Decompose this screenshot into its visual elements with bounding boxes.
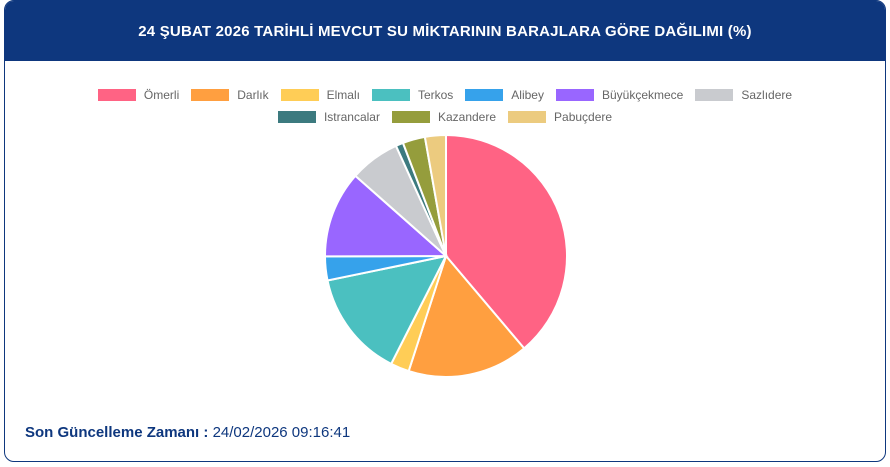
- pie-slice-büyükçekmece[interactable]: [324, 174, 449, 258]
- legend-item-4[interactable]: Alibey: [465, 87, 544, 103]
- legend-label: Kazandere: [437, 110, 497, 124]
- legend-label: Elmalı: [326, 88, 360, 102]
- legend-swatch: [465, 89, 504, 101]
- legend-swatch: [391, 111, 430, 123]
- legend-label: Pabuçdere: [554, 110, 613, 124]
- legend-label: Sazlıdere: [741, 88, 793, 102]
- legend-swatch: [280, 89, 319, 101]
- legend-label: Darlık: [237, 88, 269, 102]
- pie-slice-ömerli[interactable]: [445, 133, 568, 350]
- chart-title: 24 ŞUBAT 2026 TARİHLİ MEVCUT SU MİKTARIN…: [5, 1, 885, 61]
- legend-label: Istrancalar: [323, 110, 380, 124]
- pie-slice-terkos[interactable]: [326, 254, 448, 366]
- legend: Ömerli Darlık Elmalı Terkos Alibey Büyükçekme…: [5, 87, 885, 125]
- legend-swatch: [508, 111, 547, 123]
- legend-item-3[interactable]: Terkos: [371, 87, 454, 103]
- legend-swatch: [555, 89, 594, 101]
- legend-swatch: [97, 89, 136, 101]
- legend-item-6[interactable]: Sazlıdere: [695, 87, 792, 103]
- legend-item-7[interactable]: Istrancalar: [277, 109, 380, 125]
- legend-swatch: [371, 89, 410, 101]
- last-updated: Son Güncelleme Zamanı : 24/02/2026 09:16…: [25, 424, 350, 441]
- legend-item-9[interactable]: Pabuçdere: [508, 109, 612, 125]
- legend-swatch: [191, 89, 230, 101]
- last-updated-value: 24/02/2026 09:16:41: [212, 424, 351, 441]
- last-updated-label: Son Güncelleme Zamanı :: [25, 424, 209, 441]
- legend-label: Alibey: [511, 88, 544, 102]
- legend-swatch: [695, 89, 734, 101]
- legend-swatch: [277, 111, 316, 123]
- pie-slice-darlık[interactable]: [407, 253, 526, 378]
- legend-label: Büyükçekmece: [601, 88, 684, 102]
- legend-label: Ömerli: [143, 88, 180, 102]
- pie-slice-pabuçdere[interactable]: [423, 133, 447, 257]
- legend-item-2[interactable]: Elmalı: [280, 87, 360, 103]
- legend-item-8[interactable]: Kazandere: [391, 109, 497, 125]
- legend-item-5[interactable]: Büyükçekmece: [555, 87, 684, 103]
- legend-item-1[interactable]: Darlık: [191, 87, 269, 103]
- legend-item-0[interactable]: Ömerli: [97, 87, 180, 103]
- chart-card: 24 ŞUBAT 2026 TARİHLİ MEVCUT SU MİKTARIN…: [4, 0, 886, 462]
- legend-label: Terkos: [417, 88, 454, 102]
